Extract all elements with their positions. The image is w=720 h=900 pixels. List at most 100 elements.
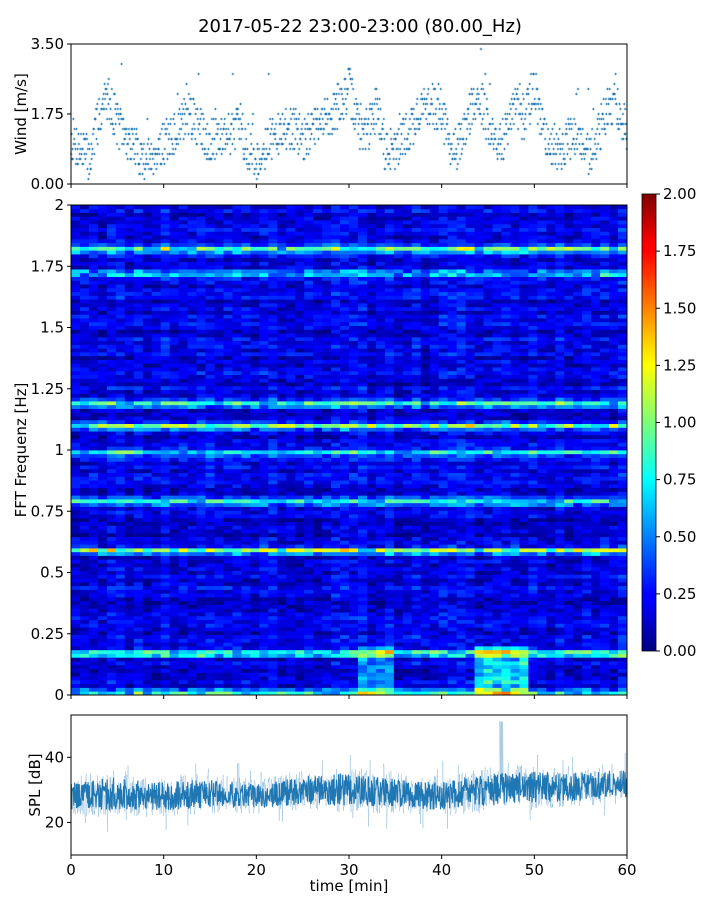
spectrogram-cell [600, 548, 610, 553]
spectrogram-cell [241, 661, 251, 666]
spectrogram-cell [366, 532, 377, 538]
spectrogram-cell [151, 495, 162, 500]
spectrogram-cell [277, 563, 287, 568]
spectrogram-cell [286, 589, 296, 594]
spectrogram-cell [411, 627, 422, 632]
wind-point [210, 157, 213, 161]
spectrogram-cell [510, 570, 520, 575]
spectrogram-cell [115, 642, 126, 647]
spectrogram-cell [88, 608, 99, 613]
wind-point [604, 112, 608, 116]
spectrogram-cell [420, 634, 431, 639]
spectrogram-cell [349, 612, 359, 617]
spectrogram-cell [71, 468, 81, 474]
spectrogram-cell [438, 563, 449, 568]
spectrogram-cell [133, 612, 144, 617]
spectrogram-cell [259, 608, 269, 613]
spectrogram-cell [609, 664, 619, 670]
spectrogram-cell [465, 536, 475, 541]
spectrogram-cell [519, 676, 529, 681]
spectrogram-cell [340, 615, 350, 621]
wind-point [492, 142, 495, 146]
wind-point [397, 157, 401, 161]
wind-point [198, 122, 201, 126]
spectrogram-cell [591, 483, 601, 489]
spectrogram-cell [169, 525, 180, 530]
spectrogram-cell [456, 566, 466, 572]
spectrogram-cell [196, 480, 206, 485]
spectrogram-cell [438, 506, 449, 511]
spectrogram-cell [187, 642, 197, 647]
spectrogram-cell [474, 581, 484, 587]
spectrogram-cell [483, 525, 493, 530]
spectrogram-cell [322, 661, 332, 666]
spectrogram-cell [232, 517, 242, 523]
spectrogram-cell [196, 627, 206, 632]
spectrogram-cell [609, 612, 619, 617]
spectrogram-cell [223, 559, 233, 564]
spectrogram-cell [214, 683, 224, 688]
wind-point [558, 127, 561, 131]
spectrogram-cell [79, 495, 90, 500]
spectrogram-cell [142, 664, 153, 670]
spectrogram-cell [340, 540, 350, 545]
spectrogram-cell [133, 646, 144, 651]
spectrogram-cell [600, 604, 610, 609]
wind-point [585, 137, 588, 141]
spectrogram-cell [97, 634, 108, 639]
spectrogram-cell [618, 672, 628, 677]
spectrogram-cell [564, 495, 574, 500]
wind-point [465, 137, 468, 141]
spectrogram-cell [124, 551, 135, 556]
spectrogram-cell [618, 472, 628, 477]
spectrogram-cell [429, 585, 440, 590]
spectrogram-cell [474, 664, 484, 670]
spectrogram-cell [268, 566, 278, 572]
spectrogram-cell [304, 510, 314, 515]
spectrogram-cell [402, 510, 413, 515]
spectrogram-cell [564, 600, 574, 605]
spectrogram-cell [106, 630, 117, 636]
spectrogram-cell [600, 615, 610, 621]
spectrogram-cell [447, 649, 458, 654]
spectrogram-cell [555, 612, 565, 617]
spectrogram-cell [205, 623, 215, 628]
spectrogram-cell [546, 679, 556, 685]
wind-point [138, 172, 142, 176]
spectrogram-cell [331, 517, 341, 523]
spectrogram-cell [250, 683, 260, 688]
spectrogram-cell [133, 642, 144, 647]
spectrogram-cell [79, 514, 90, 519]
wind-point [353, 127, 357, 131]
spectrogram-cell [196, 468, 206, 474]
spectrogram-cell [429, 483, 440, 489]
spectrogram-cell [366, 472, 377, 477]
spectrogram-cell [537, 559, 547, 564]
spectrogram-cell [142, 495, 153, 500]
spectrogram-cell [169, 589, 180, 594]
spectrogram-cell [546, 480, 556, 485]
spectrogram-cell [501, 574, 511, 579]
spectrogram-cell [133, 468, 144, 474]
wind-point [467, 122, 471, 126]
spectrogram-cell [196, 676, 206, 681]
spectrogram-cell [411, 506, 422, 511]
wind-point [330, 132, 334, 136]
spectrogram-cell [546, 683, 556, 688]
spectrogram-cell [331, 551, 341, 556]
spectrogram-cell [88, 563, 99, 568]
spectrogram-cell [474, 574, 484, 579]
wind-point [279, 122, 283, 126]
spectrogram-cell [178, 664, 188, 670]
spectrogram-cell [232, 581, 242, 587]
spectrogram-cell [519, 548, 529, 553]
spectrogram-cell [393, 612, 404, 617]
spectrogram-cell [160, 604, 171, 609]
spectrogram-cell [600, 589, 610, 594]
spectrogram-cell [232, 468, 242, 474]
spectrogram-cell [241, 664, 251, 670]
spectrogram-cell [528, 657, 538, 662]
spectrogram-cell [169, 514, 180, 519]
spectrogram-cell [250, 483, 260, 489]
spectrogram-cell [331, 544, 341, 549]
